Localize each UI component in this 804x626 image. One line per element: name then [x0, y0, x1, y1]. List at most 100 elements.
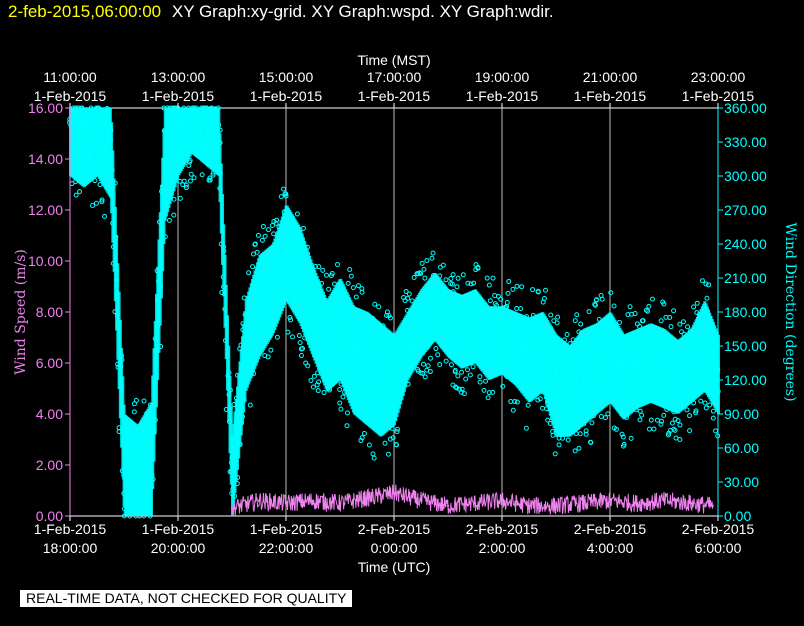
wdir-point	[234, 481, 240, 487]
wdir-point	[283, 246, 289, 253]
wdir-point	[593, 365, 600, 372]
wdir-point	[175, 118, 181, 125]
wdir-point	[265, 227, 271, 233]
wdir-point	[371, 455, 377, 461]
wdir-point	[687, 413, 693, 419]
wdir-point	[661, 412, 667, 418]
wdir-point	[290, 334, 296, 340]
wdir-point	[514, 399, 520, 405]
wdir-point	[90, 202, 96, 208]
wdir-point	[328, 273, 334, 279]
wdir-point	[207, 177, 213, 183]
wdir-point	[704, 295, 710, 301]
wdir-point	[627, 304, 633, 310]
wspd-point	[635, 502, 639, 505]
wdir-point	[620, 371, 627, 378]
bottom-tick-date: 1-Feb-2015	[142, 521, 215, 537]
wdir-point	[481, 387, 487, 393]
wdir-point	[252, 241, 258, 247]
wdir-point	[161, 127, 168, 134]
wspd-series	[230, 484, 714, 517]
wdir-point	[555, 314, 561, 320]
wdir-point	[523, 425, 529, 431]
left-tick-label: 6.00	[36, 355, 63, 371]
wdir-point	[93, 200, 99, 206]
top-tick-date: 1-Feb-2015	[142, 88, 215, 104]
wdir-point	[411, 275, 417, 281]
wdir-point	[133, 397, 139, 403]
wdir-point	[685, 324, 691, 330]
wdir-point	[592, 302, 598, 308]
wdir-point	[152, 417, 158, 423]
wdir-point	[431, 292, 438, 298]
wdir-point	[671, 308, 677, 314]
wdir-point	[668, 324, 674, 330]
wdir-point	[171, 196, 177, 202]
wdir-point	[647, 360, 654, 366]
wdir-point	[433, 346, 439, 352]
axes: 0.00 2.00 4.00 6.00 8.00 10.00 12.00 14.00 16.00…	[28, 69, 767, 556]
wdir-point	[241, 397, 247, 403]
wdir-point	[298, 353, 304, 359]
wdir-point	[576, 445, 582, 451]
wdir-point	[583, 431, 589, 437]
wdir-point	[229, 490, 235, 497]
wspd-point	[365, 496, 369, 500]
wspd-point	[554, 504, 558, 507]
wdir-point	[326, 286, 332, 292]
wdir-point	[583, 428, 589, 434]
wdir-point	[166, 217, 172, 223]
wdir-point	[321, 390, 327, 396]
wdir-point	[199, 172, 205, 178]
right-tick-label: 210.00	[724, 270, 767, 286]
bottom-tick-time: 18:00:00	[43, 540, 98, 556]
wdir-point	[661, 365, 667, 372]
left-tick-label: 2.00	[36, 457, 63, 473]
wdir-point	[580, 371, 586, 378]
wdir-point	[207, 175, 213, 181]
wdir-point	[499, 331, 505, 338]
wdir-point	[608, 290, 614, 296]
wdir-point	[552, 451, 558, 457]
wdir-point	[572, 448, 578, 454]
wspd-point	[662, 499, 666, 502]
wdir-point	[565, 437, 571, 443]
wdir-point	[458, 326, 465, 332]
wdir-point	[394, 429, 400, 435]
left-tick-label: 4.00	[36, 406, 63, 422]
wdir-point	[504, 300, 510, 306]
left-axis-label: Wind Speed (m/s)	[13, 249, 29, 375]
wdir-point	[637, 417, 643, 423]
wdir-point	[288, 317, 294, 323]
wdir-point	[421, 361, 427, 367]
wdir-point	[310, 303, 316, 310]
wdir-point	[454, 284, 460, 290]
wdir-point	[512, 343, 519, 349]
wdir-point	[202, 116, 208, 123]
wdir-point	[440, 262, 446, 268]
wdir-point	[588, 440, 594, 446]
wdir-point	[445, 314, 451, 321]
wdir-point	[221, 244, 227, 250]
wdir-point	[500, 383, 506, 389]
wdir-point	[387, 315, 393, 321]
wdir-point	[437, 362, 443, 368]
wdir-point	[632, 311, 638, 317]
wdir-point	[455, 373, 461, 379]
wdir-point	[419, 260, 425, 266]
wdir-point	[448, 362, 454, 368]
wdir-point	[348, 273, 354, 279]
wdir-point	[316, 264, 322, 270]
wdir-point	[418, 320, 424, 327]
wdir-point	[693, 408, 699, 414]
wdir-point	[449, 281, 455, 287]
bottom-tick-date: 2-Feb-2015	[682, 521, 755, 537]
wdir-point	[677, 422, 683, 428]
wdir-point	[494, 302, 500, 308]
wdir-point	[510, 407, 516, 413]
wdir-point	[278, 194, 284, 200]
wdir-point	[157, 284, 163, 290]
wdir-point	[107, 127, 114, 134]
wspd-point	[527, 504, 531, 507]
wdir-point	[437, 273, 443, 279]
